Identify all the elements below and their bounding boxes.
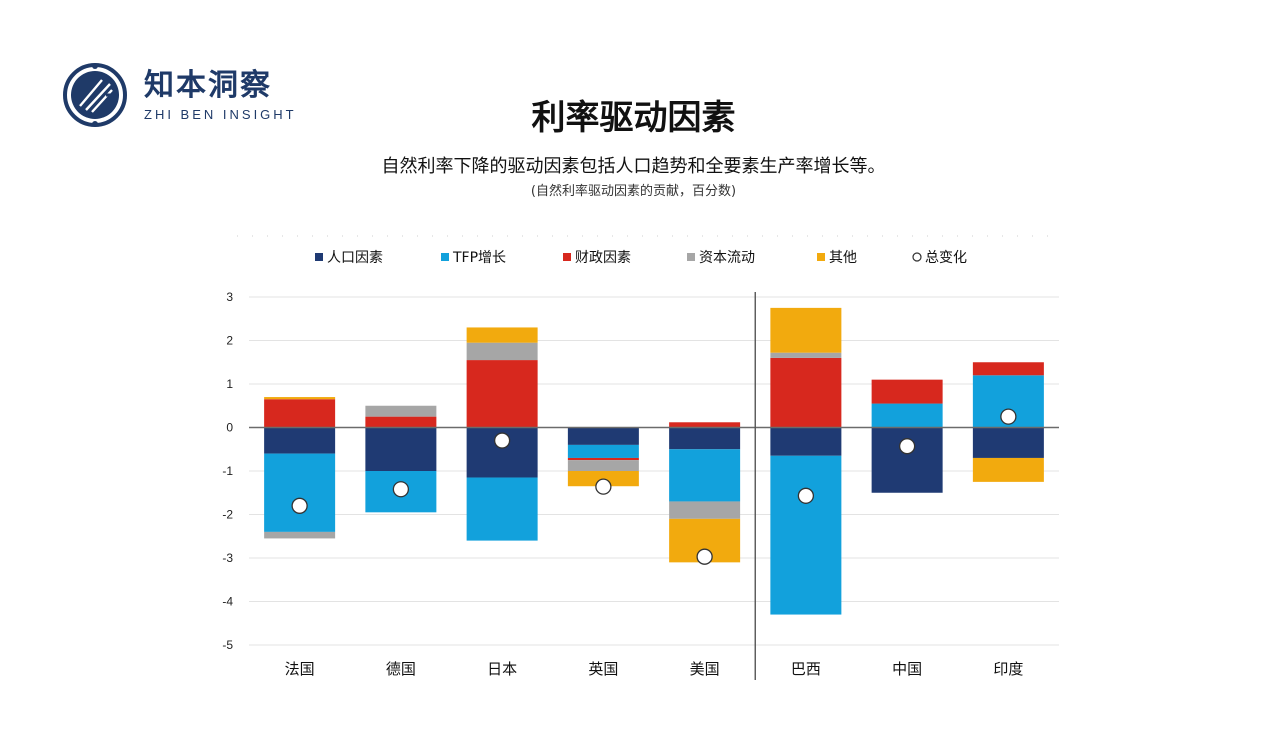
bar-segment [365,405,437,417]
total-change-marker [291,497,308,514]
bar-segment [972,457,1044,482]
bar-segment [567,457,639,461]
legend-label: 总变化 [925,250,967,266]
bar-segment [972,362,1044,376]
legend-swatch [315,253,323,261]
legend-label: 人口因素 [327,250,383,266]
bar-segment [669,501,741,519]
bar-segment [264,531,336,539]
bar-segment [264,427,336,454]
bar-segment [466,360,538,428]
bar-segment [567,444,639,458]
y-tick-label: 1 [226,377,233,391]
bar-segment [264,399,336,428]
y-tick-label: 2 [226,334,233,348]
bar-segment [770,357,842,428]
legend-swatch [441,253,449,261]
x-category-label: 德国 [386,660,416,678]
chart-container: 3 2 1 0 -1 -2 -3 -4 -5 法国 德国 日本 英国 美国 巴西 中国 印度 人口因素 TFP增长… [207,232,1062,682]
zhiben-logo-icon [63,63,127,127]
total-change-marker [595,478,612,495]
bar-segment [264,397,336,400]
legend-swatch [687,253,695,261]
x-category-label: 中国 [892,660,922,678]
bar-segment [264,453,336,532]
x-category-label: 法国 [285,660,315,678]
bar-segment [567,427,639,445]
legend-label: 资本流动 [699,250,755,266]
bar-segment [871,379,943,404]
bar-segment [770,427,842,456]
total-change-marker [797,487,815,504]
legend-label: 其他 [829,250,857,266]
bar-segment [669,449,741,502]
brand-subtitle: ZHI BEN INSIGHT [144,106,297,122]
y-tick-label: -3 [222,551,233,565]
x-category-label: 美国 [690,660,720,678]
total-change-marker [1000,408,1017,425]
legend-label: 财政因素 [575,250,631,266]
bar-segment [770,352,842,358]
chart-unit-note: (自然利率驱动因素的贡献，百分数) [530,184,737,199]
legend-swatch [817,253,825,261]
x-category-label: 印度 [993,660,1023,678]
bar-segment [466,327,538,343]
brand-name: 知本洞察 [144,67,272,103]
x-category-label: 巴西 [791,660,821,678]
bar-segment [871,403,943,428]
chart-subtitle: 自然利率下降的驱动因素包括人口趋势和全要素生产率增长等。 [381,156,886,177]
y-tick-label: -5 [222,638,233,652]
total-change-marker [493,432,511,449]
bar-segment [669,427,741,450]
bar-segment [770,307,842,353]
bar-segment [365,416,437,428]
x-category-label: 英国 [588,660,618,678]
y-tick-label: -1 [222,464,233,478]
bar-segment [466,342,538,361]
legend-swatch [563,253,571,261]
page-title: 利率驱动因素 [531,98,736,138]
bar-segment [871,427,943,493]
total-change-marker [696,548,713,565]
legend-marker [912,252,922,262]
bar-segment [567,460,639,471]
total-change-marker [392,481,410,498]
y-tick-label: -2 [222,508,233,522]
bar-segment [972,427,1044,458]
y-tick-label: 0 [226,421,233,435]
stacked-bar-chart: 3 2 1 0 -1 -2 -3 -4 -5 法国 德国 日本 英国 美国 巴西 中国 印度 人口因素 TFP增长… [222,235,1059,680]
brand-header: 知本洞察 ZHI BEN INSIGHT [62,62,297,128]
bar-segment [770,455,842,615]
bar-segment [669,422,741,428]
bar-segment [466,477,538,541]
y-tick-label: -4 [222,595,233,609]
x-category-label: 日本 [487,660,517,678]
legend-label: TFP增长 [452,250,506,266]
total-change-marker [898,438,916,455]
bar-segment [365,427,437,471]
y-tick-label: 3 [226,290,233,304]
